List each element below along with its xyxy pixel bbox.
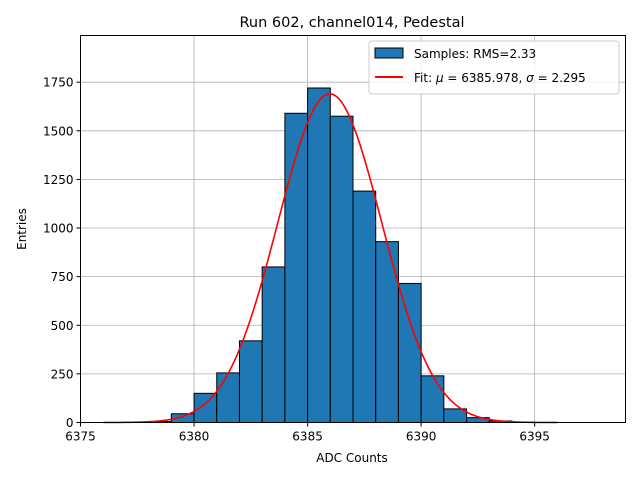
legend-histogram-label: Samples: RMS=2.33 (414, 47, 536, 61)
y-tick-label: 1250 (43, 173, 74, 187)
y-tick-label: 750 (51, 270, 74, 284)
y-axis-label: Entries (15, 208, 29, 250)
chart-title: Run 602, channel014, Pedestal (239, 15, 464, 31)
histogram-bar (329, 115, 354, 424)
legend: Samples: RMS=2.33 Fit: μ = 6385.978, σ =… (368, 40, 620, 95)
legend-fit-prefix: Fit: (414, 71, 436, 85)
histogram-bar (375, 241, 399, 423)
y-tick-label: 500 (51, 319, 74, 333)
legend-box (368, 40, 620, 95)
legend-fit-sigma-value: = 2.295 (534, 71, 586, 85)
legend-fit-sigma-symbol: σ (526, 71, 534, 85)
x-tick-label: 6395 (519, 430, 550, 444)
histogram-bar (193, 392, 218, 423)
legend-fit-mu-symbol: μ (435, 71, 444, 85)
x-axis-label: ADC Counts (316, 451, 388, 465)
histogram-bars (148, 87, 513, 424)
legend-fit-mu-value: = 6385.978, (444, 71, 527, 85)
x-tick-label: 6380 (179, 430, 210, 444)
y-tick-label: 250 (51, 367, 74, 381)
histogram-bar (420, 375, 445, 423)
y-tick-label: 1750 (43, 76, 74, 90)
y-tick-label: 0 (66, 416, 74, 430)
histogram-bar (261, 266, 286, 424)
histogram-bar (238, 340, 263, 423)
plot-frame (80, 35, 626, 423)
legend-fit-label: Fit: μ = 6385.978, σ = 2.295 (414, 71, 586, 85)
x-tick-label: 6390 (406, 430, 437, 444)
fit-curve (103, 93, 558, 424)
histogram-bar (307, 87, 331, 423)
histogram-bar (216, 372, 240, 423)
x-axis-ticks: 6375 6380 6385 6390 6395 (65, 422, 550, 444)
x-tick-label: 6375 (65, 430, 96, 444)
y-tick-label: 1500 (43, 124, 74, 138)
x-tick-label: 6385 (292, 430, 323, 444)
y-tick-label: 1000 (43, 222, 74, 236)
histogram-bar (284, 112, 309, 424)
histogram-bar (352, 190, 377, 423)
legend-histogram-swatch (374, 47, 404, 59)
histogram-bar (397, 282, 422, 424)
y-axis-ticks: 0 250 500 750 1000 1250 1500 1750 (43, 76, 81, 430)
